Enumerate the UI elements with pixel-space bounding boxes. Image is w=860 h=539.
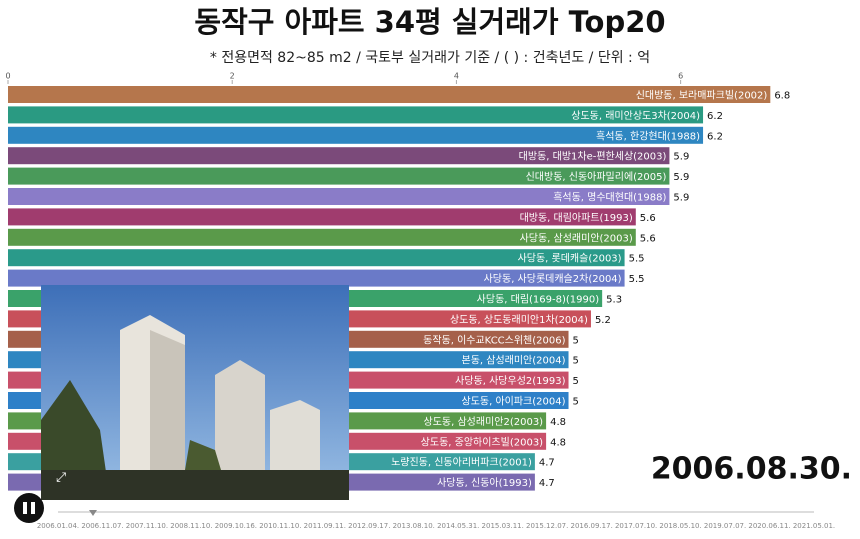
bar-label: 사당동, 사당롯데캐슬2차(2004) [484,273,622,285]
timeline-label: 2008.11.10. [170,522,212,530]
bar-label: 사당동, 사당우성2(1993) [455,375,565,387]
bar [8,86,771,103]
bar [8,106,704,124]
timeline-label: 2014.05.31. [437,522,479,530]
bar-label: 상도동, 아이파크(2004) [462,396,566,408]
bar-label: 동작동, 이수교KCC스위첸(2006) [423,333,565,346]
value-label: 5.2 [595,315,611,326]
value-label: 5 [573,397,579,408]
value-label: 4.7 [539,458,555,469]
timeline-handle[interactable] [89,510,97,516]
bar-label: 흑석동, 명수대현대(1988) [553,191,666,204]
bar [8,167,670,185]
timeline-label: 2013.08.10. [393,522,435,530]
bar [8,269,625,287]
x-tick-label: 2 [230,72,235,81]
value-label: 6.2 [707,131,723,142]
bar-label: 상도동, 중앙하이츠빌(2003) [421,435,544,448]
bar-label: 대방동, 대림아파트(1993) [520,212,633,224]
bar-label: 사당동, 삼성래미안(2003) [520,232,633,244]
value-label: 4.7 [539,478,555,489]
x-tick-label: 6 [678,72,683,81]
timeline-bg [0,503,860,535]
x-tick-label: 4 [454,72,459,81]
bar-label: 상도동, 래미안상도3차(2004) [571,110,700,122]
bar [8,188,670,205]
bar [8,249,625,267]
x-tick-label: 0 [5,72,10,81]
timeline-label: 2015.12.07. [526,522,568,530]
bar [8,126,704,144]
bar-label: 흑석동, 한강현대(1988) [596,129,700,142]
timeline-label: 2011.09.11. [304,522,346,530]
value-label: 4.8 [550,437,566,448]
timeline-label: 2010.11.10. [259,522,301,530]
chart-title: 동작구 아파트 34평 실거래가 Top20 [194,5,665,39]
bar-label: 사당동, 대림(169-8)(1990) [477,294,600,306]
video-inset: ⤢ [41,285,349,500]
date-label: 2006.08.30. [651,452,852,487]
timeline-label: 2012.09.17. [348,522,390,530]
bar-label: 대방동, 대방1차e-편한세상(2003) [519,151,667,163]
value-label: 5.3 [606,295,622,306]
timeline-label: 2019.07.07. [704,522,746,530]
inset-icon: ⤢ [56,471,66,486]
bar-label: 사당동, 신동아(1993) [437,477,532,489]
bar-label: 사당동, 롯데캐슬(2003) [518,253,622,265]
bar [8,228,636,246]
value-label: 5.9 [673,193,689,204]
timeline-labels: 2006.01.04. 2006.11.07. 2007.11.10. 2008.11… [37,522,835,530]
value-label: 4.8 [550,417,566,428]
chart-subtitle: * 전용면적 82~85 m2 / 국토부 실거래가 기준 / ( ) : 건축… [210,50,650,66]
timeline-label: 2006.01.04. [37,522,79,530]
value-label: 5 [573,356,579,367]
value-label: 5.5 [629,254,645,265]
value-label: 5 [573,376,579,387]
value-label: 6.2 [707,111,723,122]
timeline-label: 2020.06.11. [748,522,790,530]
timeline-label: 2017.07.10. [615,522,657,530]
value-label: 5 [573,335,579,346]
bar-label: 신대방동, 신동아파밀리에(2005) [526,171,667,183]
bar [8,147,670,165]
bar-label: 노량진동, 신동아리버파크(2001) [391,457,532,469]
value-label: 6.8 [774,91,790,102]
bar-label: 상도동, 상도동래미안1차(2004) [450,314,588,326]
bar-label: 신대방동, 보라매파크빌(2002) [636,90,768,102]
bar [8,208,636,226]
timeline-label: 2021.05.01. [793,522,835,530]
timeline-label: 2009.10.16. [215,522,257,530]
timeline-label: 2018.05.10. [659,522,701,530]
bar-label: 본동, 삼성래미안(2004) [462,355,566,367]
value-label: 5.9 [673,172,689,183]
value-label: 5.6 [640,233,656,244]
timeline-label: 2016.09.17. [570,522,612,530]
value-label: 5.5 [629,274,645,285]
value-label: 5.9 [673,152,689,163]
value-label: 5.6 [640,213,656,224]
bar-label: 상도동, 삼성래미안2(2003) [424,416,544,428]
timeline-label: 2015.03.11. [482,522,524,530]
play-button[interactable] [14,493,44,523]
timeline-label: 2006.11.07. [81,522,123,530]
timeline-label: 2007.11.10. [126,522,168,530]
